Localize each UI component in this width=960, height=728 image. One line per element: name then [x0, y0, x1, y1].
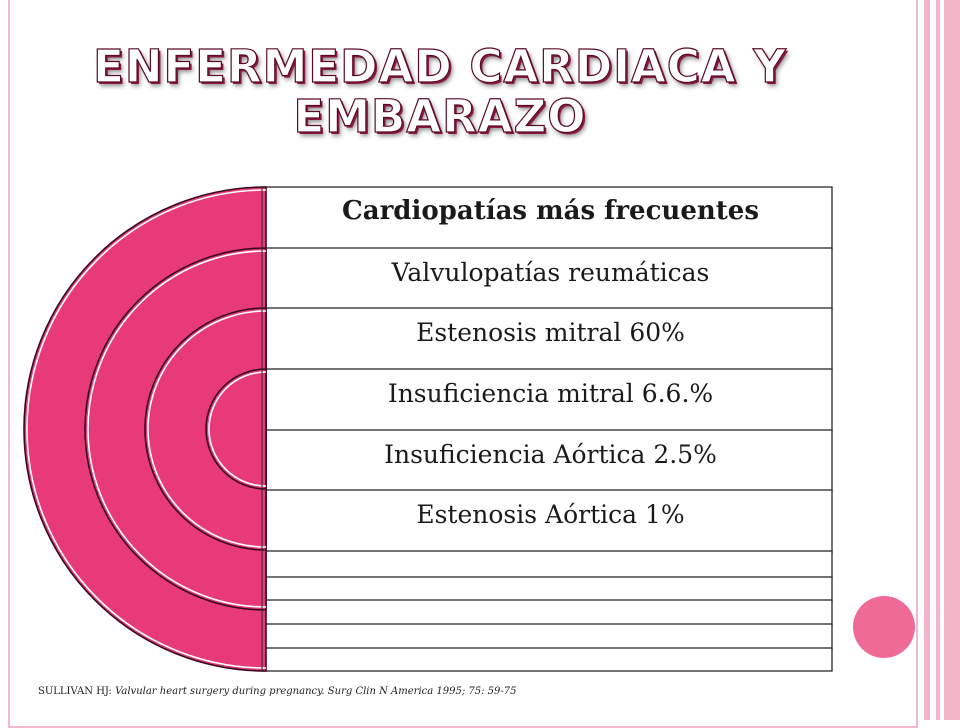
row-box [261, 186, 833, 251]
row-box [261, 623, 833, 651]
diagram-item: Insuficiencia Aórtica 2.5% [384, 440, 717, 469]
diagram-item: Valvulopatías reumáticas [391, 258, 710, 287]
slide-title-line-1: Enfermedad cardiaca y [93, 40, 787, 93]
nested-arc-highlight [87, 250, 267, 608]
accent-circle [853, 596, 915, 658]
citation-title: Valvular heart surgery during pregnancy.… [115, 686, 517, 697]
citation-author: SULLIVAN HJ: [38, 686, 116, 697]
row-box [261, 429, 833, 493]
nested-arc-highlight [208, 371, 267, 487]
citation: SULLIVAN HJ: Valvular heart surgery duri… [38, 686, 738, 697]
slide-title: Enfermedad cardiaca y embarazo [60, 40, 820, 143]
row-box [261, 647, 833, 672]
row-box [261, 550, 833, 580]
row-box [261, 599, 833, 627]
nested-arc-highlight [147, 310, 267, 548]
nested-arc [205, 368, 267, 490]
row-box [261, 489, 833, 554]
diagram-item: Estenosis Aórtica 1% [416, 500, 685, 529]
diagram-header: Cardiopatías más frecuentes [342, 196, 759, 226]
diagram-item: Estenosis mitral 60% [416, 318, 685, 347]
diagram-item: Insuficiencia mitral 6.6.% [387, 379, 714, 408]
nested-arc-highlight [26, 189, 267, 669]
right-decorative-stripes [918, 0, 960, 720]
row-box [261, 307, 833, 372]
row-box [261, 368, 833, 433]
slide-title-line-2: embarazo [293, 90, 587, 143]
row-box [261, 576, 833, 603]
